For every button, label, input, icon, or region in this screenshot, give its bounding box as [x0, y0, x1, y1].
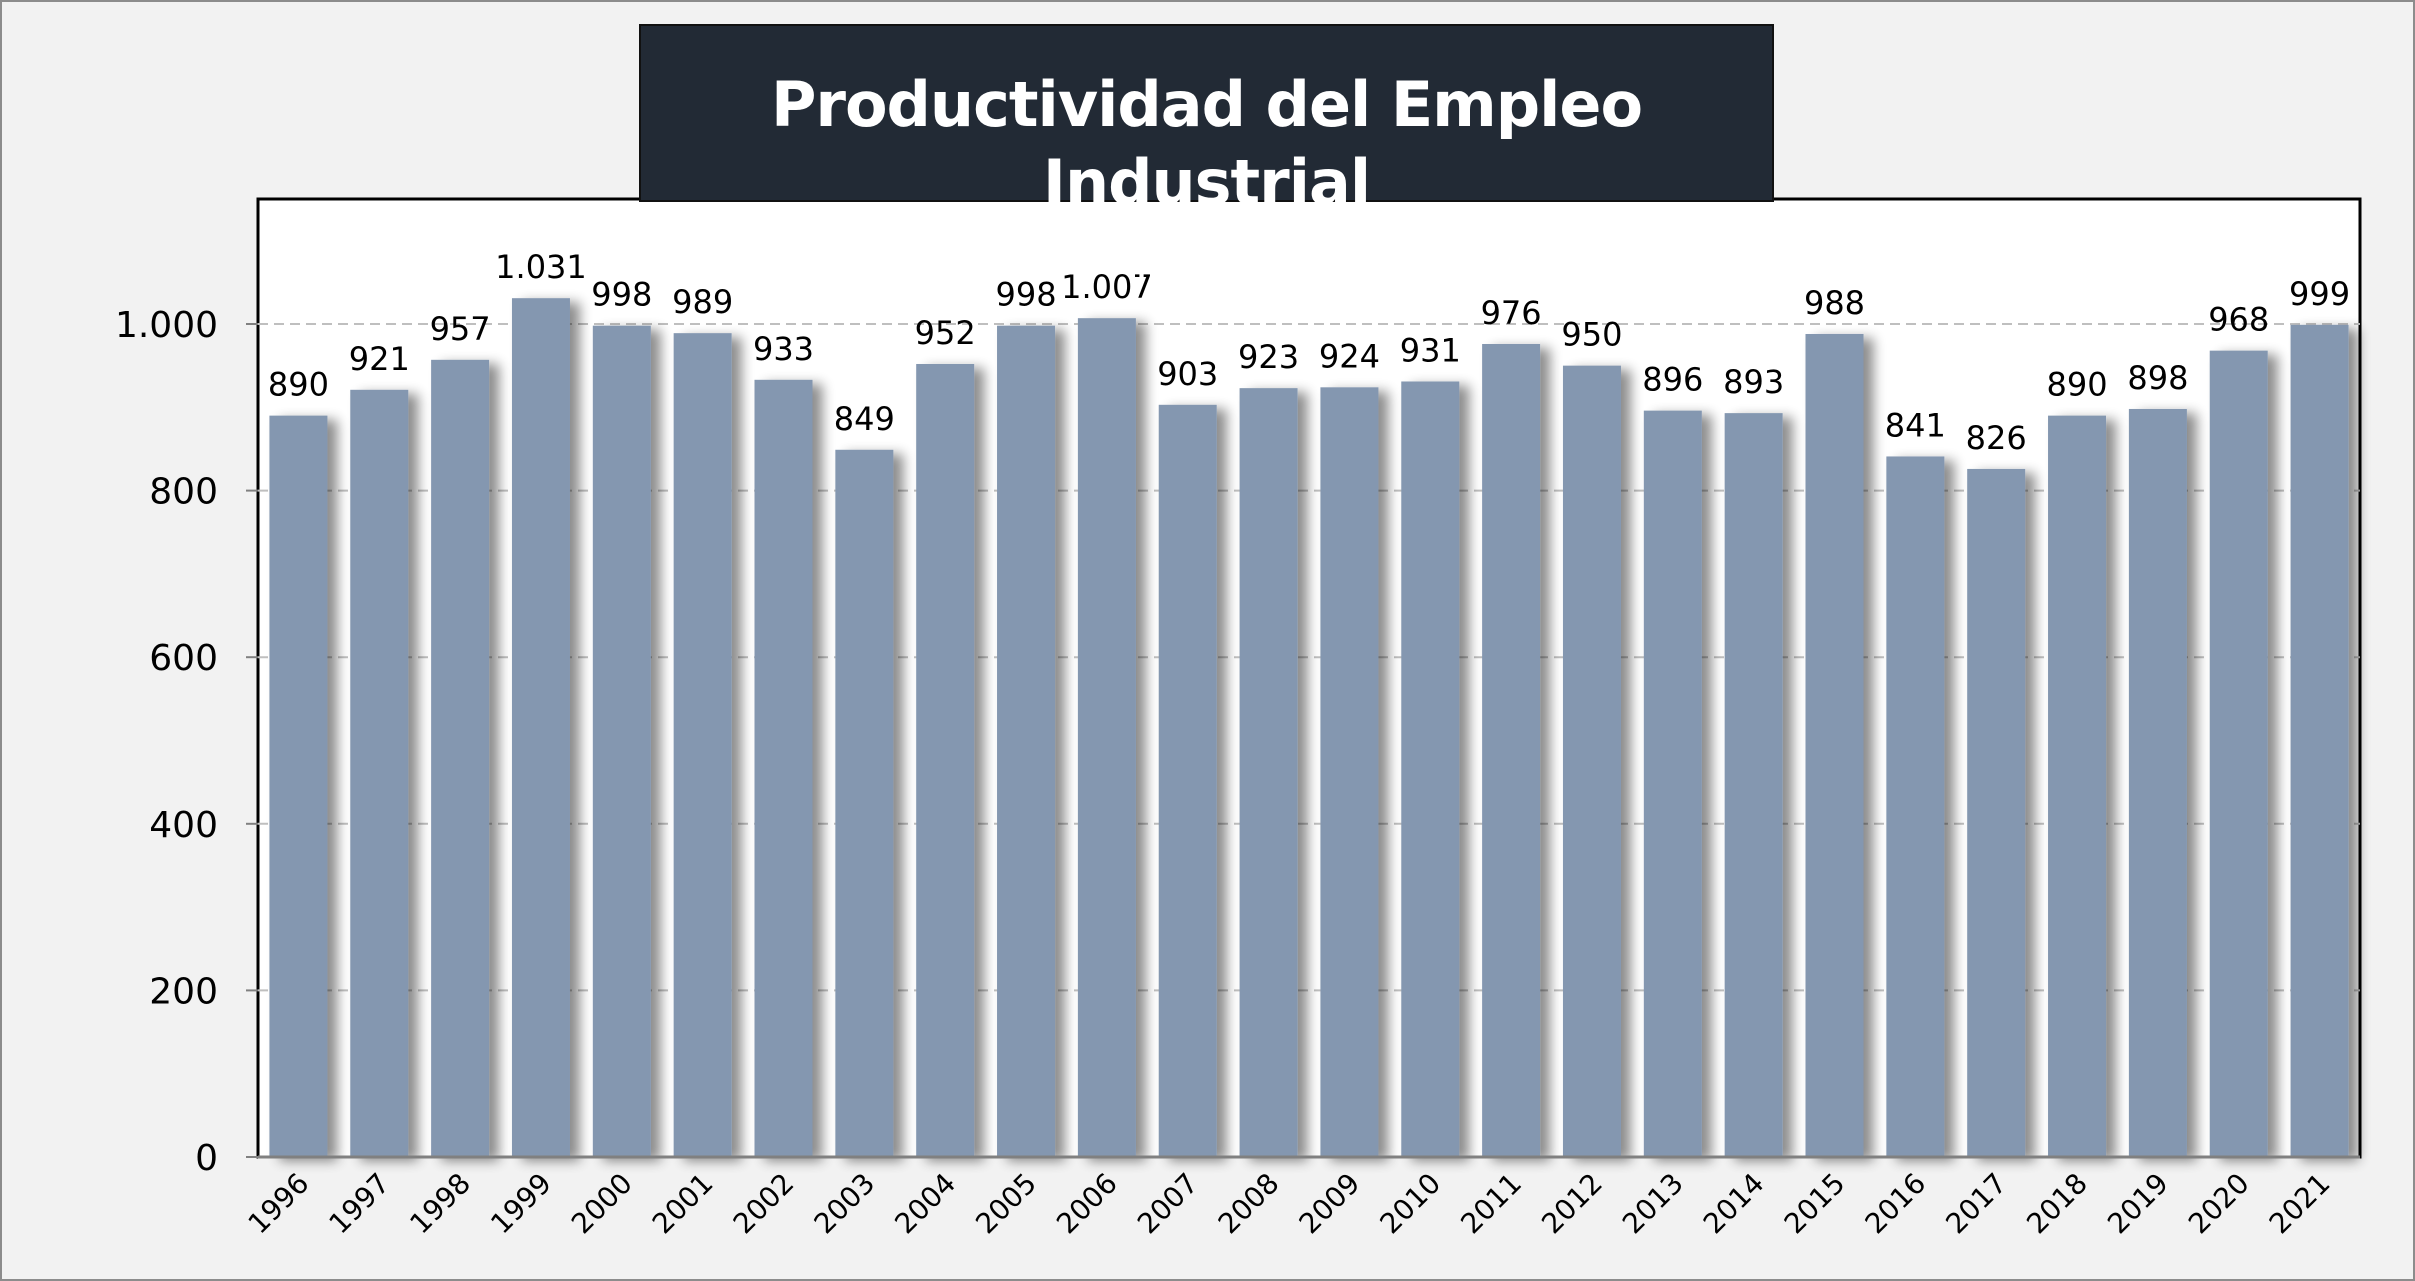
x-tick-label: 1996 [242, 1167, 316, 1241]
data-label: 826 [1966, 419, 2027, 457]
data-label: 841 [1885, 406, 1946, 444]
bar-2020 [2209, 350, 2268, 1157]
bar-2006 [1077, 318, 1136, 1157]
chart-subtitle: - litros/persona/día - [974, 226, 1439, 280]
x-tick-label: 2010 [1373, 1167, 1447, 1241]
x-tick-label: 2019 [2101, 1167, 2175, 1241]
data-label: 950 [1561, 316, 1622, 354]
bar-1996 [269, 415, 328, 1157]
x-tick-label: 2012 [1535, 1167, 1609, 1241]
y-tick-label: 800 [149, 472, 218, 513]
data-label: 1.007 [1061, 268, 1153, 306]
x-tick-label: 2000 [565, 1167, 639, 1241]
x-tick-label: 1999 [484, 1167, 558, 1241]
x-tick-label: 2009 [1293, 1167, 1367, 1241]
bar-2013 [1643, 410, 1702, 1158]
x-tick-label: 2006 [1050, 1167, 1124, 1241]
data-label: 921 [349, 340, 410, 378]
x-tick-label: 1997 [322, 1167, 396, 1241]
data-label: 898 [2127, 359, 2188, 397]
data-label: 998 [591, 276, 652, 314]
x-tick-label: 2015 [1778, 1167, 1852, 1241]
x-tick-label: 2003 [808, 1167, 882, 1241]
bar-2017 [1967, 468, 2026, 1157]
bar-2021 [2290, 324, 2349, 1157]
data-label: 893 [1723, 363, 1784, 401]
bar-1998 [431, 359, 490, 1158]
bar-2018 [2048, 415, 2107, 1157]
bar-2005 [997, 325, 1056, 1157]
bar-2000 [592, 325, 651, 1157]
data-label: 849 [834, 400, 895, 438]
data-label: 976 [1481, 294, 1542, 332]
data-label: 968 [2208, 301, 2269, 339]
bar-2004 [916, 363, 975, 1157]
bar-2007 [1158, 404, 1217, 1157]
x-tick-label: 2001 [646, 1167, 720, 1241]
data-label: 998 [995, 276, 1056, 314]
x-tick-label: 2007 [1131, 1167, 1205, 1241]
plot-area [256, 197, 2362, 1159]
bars [269, 298, 2349, 1158]
data-label: 999 [2289, 275, 2350, 313]
x-tick-label: 2004 [888, 1167, 962, 1241]
x-tick-label: 2017 [1939, 1167, 2013, 1241]
x-tick-label: 2014 [1697, 1167, 1771, 1241]
bar-2011 [1482, 343, 1541, 1157]
bar-2009 [1320, 387, 1379, 1158]
y-tick-labels: 0 200 400 600 800 1.000 [115, 305, 218, 1179]
bar-2016 [1886, 456, 1945, 1157]
bar-2001 [673, 333, 732, 1158]
data-label: 933 [753, 330, 814, 368]
bar-2015 [1805, 333, 1864, 1158]
x-tick-label: 2008 [1212, 1167, 1286, 1241]
data-label: 957 [430, 310, 491, 348]
x-tick-label: 1998 [403, 1167, 477, 1241]
data-label: 931 [1400, 331, 1461, 369]
x-tick-label: 2011 [1454, 1167, 1528, 1241]
data-label: 903 [1157, 355, 1218, 393]
data-label: 923 [1238, 338, 1299, 376]
x-tick-label: 2020 [2182, 1167, 2256, 1241]
x-tick-label: 2016 [1859, 1167, 1933, 1241]
x-tick-labels: 1996 1997 1998 1999 2000 2001 2002 2003 2004 2005… [242, 1167, 2337, 1241]
data-label: 1.031 [495, 248, 587, 286]
bar-2002 [754, 379, 813, 1157]
bar-1997 [350, 389, 409, 1157]
bar-2019 [2128, 408, 2187, 1157]
data-label: 896 [1642, 361, 1703, 399]
data-label: 989 [672, 283, 733, 321]
data-label: 890 [2046, 366, 2107, 404]
bar-2010 [1401, 381, 1460, 1157]
x-tick-label: 2002 [727, 1167, 801, 1241]
bar-2014 [1724, 413, 1783, 1158]
x-tick-label: 2013 [1616, 1167, 1690, 1241]
y-tick-label: 1.000 [115, 305, 218, 346]
x-tick-label: 2021 [2263, 1167, 2337, 1241]
title-box: Productividad del Empleo Industrial - li… [639, 24, 1774, 280]
data-label: 988 [1804, 284, 1865, 322]
y-tick-label: 200 [149, 971, 218, 1012]
x-tick-label: 2005 [969, 1167, 1043, 1241]
data-label: 952 [915, 314, 976, 352]
data-label: 924 [1319, 337, 1380, 375]
bar-2008 [1239, 388, 1298, 1157]
y-tick-label: 600 [149, 638, 218, 679]
data-label: 890 [268, 366, 329, 404]
bar-1999 [511, 298, 570, 1157]
bar-2003 [835, 449, 894, 1158]
x-tick-label: 2018 [2020, 1167, 2094, 1241]
chart-title: Productividad del Empleo Industrial [770, 68, 1643, 219]
y-tick-label: 0 [195, 1138, 218, 1179]
y-tick-label: 400 [149, 805, 218, 846]
bar-2012 [1562, 365, 1621, 1157]
